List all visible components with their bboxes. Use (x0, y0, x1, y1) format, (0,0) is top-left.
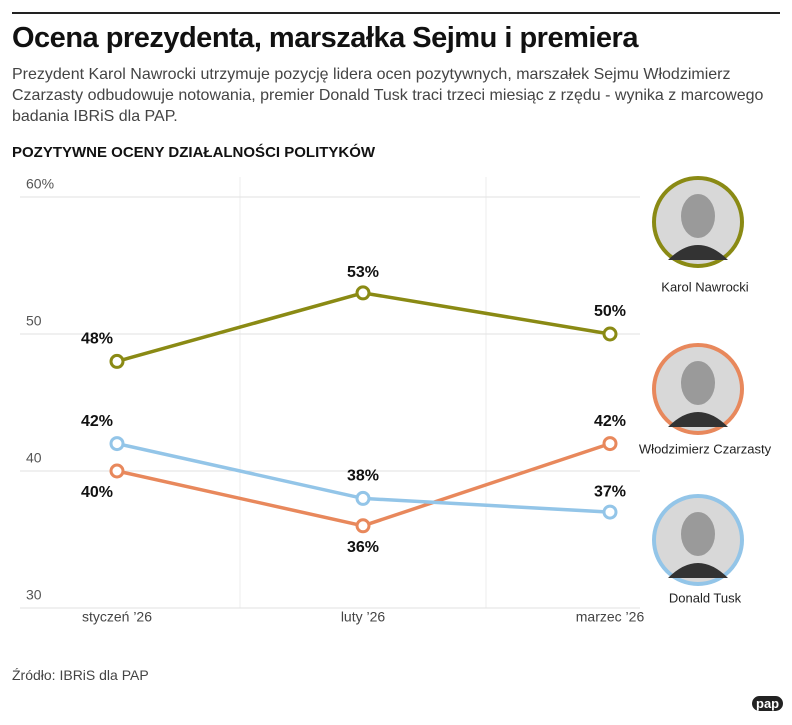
y-tick-label: 40 (26, 450, 42, 466)
value-label: 42% (81, 413, 113, 430)
series-line (116, 441, 611, 528)
value-label: 40% (81, 484, 113, 501)
value-label: 48% (81, 331, 113, 348)
subtitle: Prezydent Karol Nawrocki utrzymuje pozyc… (12, 66, 764, 125)
point (602, 436, 618, 452)
value-label: 50% (594, 303, 626, 320)
point (355, 490, 371, 506)
point (602, 504, 618, 520)
chart-title: POZYTYWNE OCENY DZIAŁALNOŚCI POLITYKÓW (12, 144, 376, 161)
point (109, 436, 125, 452)
y-tick-label: 50 (26, 313, 42, 329)
series-line (116, 291, 611, 364)
point (602, 326, 618, 342)
point (109, 353, 125, 369)
value-label: 36% (347, 539, 379, 556)
x-tick-label: styczeń ’26 (82, 609, 152, 625)
legend-label: Karol Nawrocki (661, 279, 749, 294)
logo: pap (752, 696, 784, 711)
source: Źródło: IBRiS dla PAP (12, 667, 149, 683)
y-tick-label: 60% (26, 176, 54, 192)
x-tick-label: luty ’26 (341, 609, 386, 625)
x-tick-label: marzec ’26 (576, 609, 645, 625)
legend-label: Donald Tusk (669, 590, 742, 605)
portrait-body (668, 245, 728, 260)
value-label: 42% (594, 413, 626, 430)
value-label: 53% (347, 264, 379, 281)
value-label: 38% (347, 468, 379, 485)
value-label: 37% (594, 483, 626, 500)
portrait-head (681, 194, 715, 238)
portrait-head (681, 361, 715, 405)
portrait-body (668, 563, 728, 578)
y-tick-label: 30 (26, 587, 42, 603)
portrait-head (681, 512, 715, 556)
title: Ocena prezydenta, marszałka Sejmu i prem… (12, 22, 638, 54)
point (355, 285, 371, 301)
point (355, 518, 371, 534)
top-rule (12, 12, 780, 14)
legend-label: Włodzimierz Czarzasty (639, 441, 772, 456)
chart: 30 40 50 60% styczeń ’26 luty ’26 marzec ’26 48… (20, 176, 772, 625)
point (109, 463, 125, 479)
portrait-body (668, 412, 728, 427)
